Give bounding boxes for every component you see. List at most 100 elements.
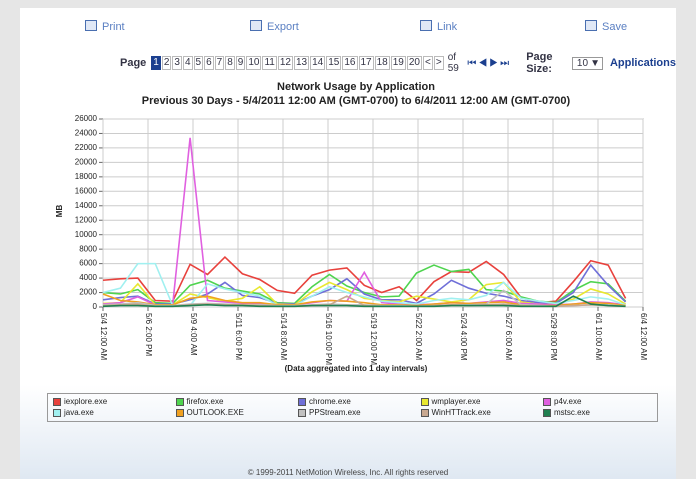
legend-entry: chrome.exe — [298, 397, 351, 406]
x-tick-label: 5/9 4:00 AM — [189, 313, 198, 356]
link-label: Link — [437, 21, 458, 33]
y-tick-label: 26000 — [75, 114, 98, 123]
page-link[interactable]: 6 — [204, 56, 214, 70]
x-tick-label: 5/4 12:00 AM — [99, 313, 108, 360]
legend-swatch — [53, 408, 61, 417]
page-link[interactable]: 3 — [172, 56, 182, 70]
page-link[interactable]: 14 — [310, 56, 326, 70]
page-link[interactable]: 18 — [374, 56, 390, 70]
x-tick-label: 6/4 12:00 AM — [639, 313, 648, 360]
page-link[interactable]: 16 — [342, 56, 358, 70]
legend-entry: firefox.exe — [175, 397, 224, 406]
page-label: Page — [120, 57, 147, 69]
y-tick-label: 8000 — [79, 244, 97, 253]
save[interactable]: Save — [585, 20, 627, 33]
legend-swatch — [175, 408, 184, 417]
print-label: Print — [102, 21, 125, 33]
page-link[interactable]: 4 — [182, 56, 193, 70]
page-link[interactable]: 19 — [390, 56, 406, 70]
export[interactable]: Export — [250, 20, 299, 33]
page-link[interactable]: 15 — [326, 56, 342, 70]
legend-label: chrome.exe — [309, 397, 351, 406]
page-size-select[interactable]: 10 ▼ — [571, 56, 603, 70]
legend-swatch — [420, 397, 429, 406]
legend-swatch — [543, 397, 551, 406]
legend-label: firefox.exe — [186, 397, 224, 406]
y-tick-label: 6000 — [79, 259, 97, 268]
legend-swatch — [175, 397, 184, 406]
link[interactable]: Link — [420, 20, 457, 33]
x-tick-label: 5/14 8:00 AM — [279, 313, 288, 360]
y-tick-label: 12000 — [75, 215, 98, 224]
legend-swatch — [298, 397, 306, 406]
series-line — [102, 295, 626, 308]
x-tick-label: 6/1 10:00 AM — [594, 313, 603, 360]
legend-entry: PPStream.exe — [298, 408, 361, 417]
page-link[interactable]: 5 — [193, 56, 204, 70]
pager: Page 1 2 3 4 5 6 7 8 9 10 11 12 13 14 15 16 17 18 19 20 < > of … — [120, 51, 676, 75]
legend: iexplore.exe firefox.exe chrome.exe wmplaye… — [47, 393, 658, 422]
y-tick-label: 20000 — [75, 157, 98, 166]
x-tick-label: 5/11 6:00 PM — [234, 313, 243, 360]
chart: Network Usage by Application Previous 30… — [55, 81, 648, 373]
page-link[interactable]: 1 — [151, 56, 161, 70]
save-label: Save — [602, 21, 628, 33]
legend-entry: iexplore.exe — [53, 397, 107, 406]
footer: © 1999-2011 NetMotion Wireless, Inc. All… — [247, 468, 449, 477]
page-link[interactable]: 17 — [358, 56, 374, 70]
page-link[interactable]: 2 — [161, 56, 172, 70]
prev-page[interactable]: < — [423, 56, 433, 70]
page-link[interactable]: 8 — [225, 56, 235, 70]
legend-swatch — [543, 408, 551, 417]
chart-subtitle: Previous 30 Days - 5/4/2011 12:00 AM (GM… — [142, 95, 571, 107]
legend-swatch — [298, 408, 306, 417]
legend-label: mstsc.exe — [554, 408, 591, 417]
x-tick-label: 5/22 2:00 AM — [414, 313, 423, 360]
legend-entry: WinHTTrack.exe — [420, 408, 491, 417]
x-tick-label: 5/6 2:00 PM — [144, 313, 153, 356]
legend-label: iexplore.exe — [64, 397, 108, 406]
page-link[interactable]: 13 — [294, 56, 310, 70]
series-line — [102, 263, 627, 305]
y-tick-label: 2000 — [79, 288, 97, 297]
legend-label: WinHTTrack.exe — [431, 408, 491, 417]
page-link[interactable]: 10 — [246, 56, 262, 70]
y-tick-label: 22000 — [75, 143, 98, 152]
page-link[interactable]: 12 — [277, 56, 293, 70]
legend-label: OUTLOOK.EXE — [186, 408, 244, 417]
page-link[interactable]: 20 — [406, 56, 422, 70]
print[interactable]: Print — [85, 20, 125, 33]
x-tick-label: 5/27 6:00 AM — [504, 313, 513, 360]
legend-swatch — [53, 397, 61, 406]
y-tick-label: 18000 — [75, 172, 98, 181]
y-tick-label: 4000 — [79, 273, 97, 282]
legend-label: wmplayer.exe — [431, 397, 481, 406]
legend-entry: OUTLOOK.EXE — [175, 408, 244, 417]
export-label: Export — [267, 21, 299, 33]
next-page[interactable]: > — [433, 56, 444, 70]
legend-label: p4v.exe — [554, 397, 582, 406]
unit-label: Applications — [609, 57, 676, 69]
legend-swatch — [420, 408, 429, 417]
legend-entry: wmplayer.exe — [420, 397, 481, 406]
y-axis-label: MB — [55, 205, 64, 218]
nav-icons[interactable]: ⏮◀▶⏭ — [467, 57, 512, 69]
page-size-value: 10 — [576, 57, 589, 69]
legend-entry: p4v.exe — [543, 397, 581, 406]
x-axis-label: (Data aggregated into 1 day intervals) — [285, 364, 428, 373]
legend-label: java.exe — [64, 408, 94, 417]
legend-label: PPStream.exe — [309, 408, 361, 417]
x-tick-label: 5/24 4:00 PM — [459, 313, 468, 361]
series-line — [102, 137, 626, 306]
y-tick-label: 16000 — [75, 186, 98, 195]
page-link[interactable]: 11 — [262, 56, 277, 70]
page-link[interactable]: 9 — [235, 56, 246, 70]
select-arrow: ▼ — [590, 57, 600, 69]
x-tick-label: 5/29 8:00 PM — [549, 313, 558, 361]
x-tick-label: 5/19 12:00 PM — [369, 313, 378, 365]
page-size-label: Page Size: — [526, 51, 553, 75]
page-link[interactable]: 7 — [214, 56, 225, 70]
legend-entry: mstsc.exe — [543, 408, 590, 417]
page-count: of 59 — [447, 52, 459, 74]
